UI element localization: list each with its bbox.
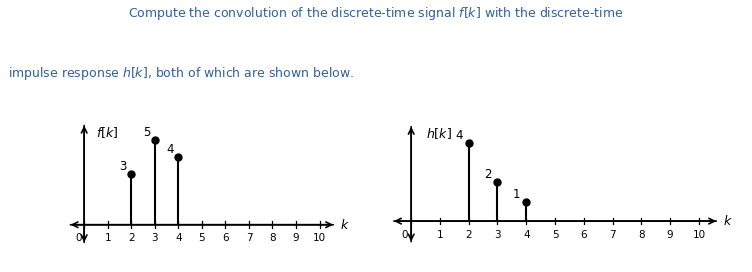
Text: 1: 1 (512, 188, 520, 201)
Text: 2: 2 (128, 233, 135, 243)
Text: 5: 5 (552, 230, 558, 240)
Text: $k$: $k$ (340, 218, 349, 232)
Text: 0: 0 (402, 230, 408, 240)
Text: 3: 3 (151, 233, 158, 243)
Text: 7: 7 (609, 230, 616, 240)
Text: 6: 6 (222, 233, 229, 243)
Text: Compute the convolution of the discrete-time signal $f[k]$ with the discrete-tim: Compute the convolution of the discrete-… (129, 5, 623, 23)
Text: 5: 5 (143, 126, 150, 139)
Text: 9: 9 (667, 230, 674, 240)
Text: impulse response $h[k]$, both of which are shown below.: impulse response $h[k]$, both of which a… (8, 65, 353, 82)
Text: 8: 8 (638, 230, 644, 240)
Text: 3: 3 (494, 230, 501, 240)
Text: 0: 0 (75, 233, 82, 243)
Text: 4: 4 (455, 129, 462, 143)
Text: 4: 4 (175, 233, 182, 243)
Text: 8: 8 (269, 233, 276, 243)
Text: 1: 1 (105, 233, 111, 243)
Text: 7: 7 (246, 233, 252, 243)
Text: 10: 10 (313, 233, 326, 243)
Text: 3: 3 (120, 160, 126, 173)
Text: 6: 6 (581, 230, 587, 240)
Text: $k$: $k$ (723, 214, 733, 228)
Text: 9: 9 (293, 233, 299, 243)
Text: 2: 2 (465, 230, 472, 240)
Text: $f[k]$: $f[k]$ (96, 125, 118, 140)
Text: 2: 2 (484, 168, 491, 181)
Text: 1: 1 (437, 230, 443, 240)
Text: 10: 10 (693, 230, 705, 240)
Text: 4: 4 (523, 230, 529, 240)
Text: $h[k]$: $h[k]$ (426, 126, 451, 141)
Text: 4: 4 (166, 143, 174, 156)
Text: 5: 5 (199, 233, 205, 243)
